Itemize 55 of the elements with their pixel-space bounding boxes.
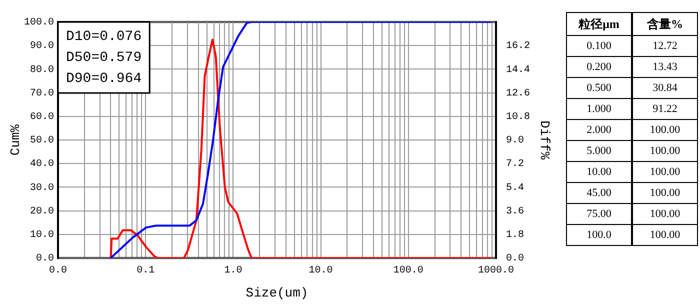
y2-axis-title: Diff%	[536, 120, 552, 160]
y-tick-label: 70.0	[30, 88, 54, 100]
x-tick-label: 0.1	[136, 266, 155, 277]
y-tick-label: 60.0	[30, 112, 54, 124]
x-tick-label: 0.0	[48, 266, 68, 277]
y-tick-label: 50.0	[30, 136, 54, 147]
text: 2.000	[566, 120, 632, 140]
x-tick-label: 10.0	[308, 266, 333, 277]
y-tick-label: 80.0	[30, 64, 54, 76]
text: 45.00	[566, 182, 632, 204]
y2-tick-label: 12.6	[506, 88, 530, 100]
y-axis-title: Cum%	[8, 124, 24, 156]
y-tick-label: 10.0	[30, 230, 54, 242]
y2-tick-label: 10.8	[506, 112, 530, 124]
text: 100.00	[632, 120, 698, 140]
text: 100.00	[632, 140, 698, 162]
x-tick-label: 1.0	[224, 266, 242, 277]
text: 1.000	[566, 98, 632, 120]
text: 91.22	[632, 98, 698, 120]
y2-tick-label: 0.0	[506, 254, 524, 265]
annotation: D50=0.579	[66, 50, 142, 66]
text: 30.84	[632, 78, 698, 98]
y2-tick-label: 14.4	[506, 64, 530, 76]
x-tick-label: 1000.0	[478, 266, 514, 277]
text: 75.00	[566, 204, 632, 224]
x-axis-title: Size(um)	[246, 286, 308, 301]
y2-tick-label: 5.4	[506, 182, 524, 194]
text: 0.200	[566, 56, 632, 78]
text: 0.500	[566, 78, 632, 98]
text: 100.00	[632, 204, 698, 224]
text: 5.000	[566, 140, 632, 162]
text: 100.0	[566, 224, 632, 246]
y2-tick-label: 3.6	[506, 206, 524, 218]
text: 100.00	[632, 162, 698, 182]
y-tick-label: 30.0	[30, 182, 54, 194]
y-tick-label: 100.0	[24, 18, 54, 29]
text: 0.100	[566, 36, 632, 56]
annotation: D10=0.076	[66, 29, 142, 46]
text: 粒径μm	[566, 12, 632, 36]
text: 12.72	[632, 36, 698, 56]
x-tick-label: 100.0	[393, 266, 424, 277]
y2-tick-label: 9.0	[506, 136, 524, 147]
y-tick-label: 90.0	[30, 41, 54, 52]
text: 含量%	[632, 12, 698, 36]
y2-tick-label: 16.2	[506, 41, 530, 52]
text: 10.00	[566, 162, 632, 182]
y-tick-label: 40.0	[30, 159, 54, 170]
y2-tick-label: 1.8	[506, 230, 524, 242]
y-tick-label: 0.0	[36, 254, 54, 265]
text: 100.00	[632, 182, 698, 204]
y2-tick-label: 7.2	[506, 159, 524, 170]
text: 100.00	[632, 224, 698, 246]
y-tick-label: 20.0	[30, 206, 54, 218]
text: 13.43	[632, 56, 698, 78]
annotation: D90=0.964	[66, 71, 142, 88]
